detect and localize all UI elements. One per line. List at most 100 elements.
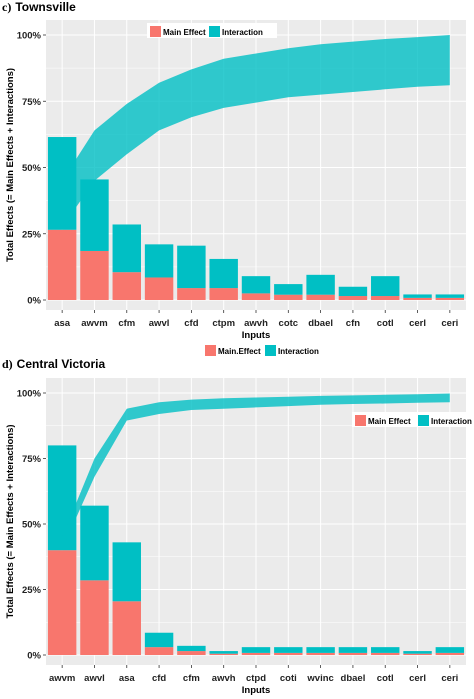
bar-interaction-awvh [241, 276, 271, 294]
bar-interaction-ceri [435, 294, 465, 298]
bar-main-effect-cerl [403, 297, 432, 300]
x-tick-label-awvh: awvh [244, 318, 268, 329]
bar-interaction-dbael [338, 647, 368, 653]
outer-legend-swatch [205, 345, 216, 356]
y-tick-label: 25% [22, 229, 42, 240]
bar-interaction-ceri [435, 647, 465, 653]
x-tick-label-cfm: cfm [183, 673, 200, 684]
x-tick-label-awvh: awvh [212, 673, 236, 684]
bar-main-effect-awvm [80, 250, 109, 300]
bar-interaction-cotc [274, 284, 303, 295]
panel-title-text: Townsville [15, 0, 76, 14]
bar-interaction-cfd [144, 632, 174, 648]
x-tick-label-cfd: cfd [152, 673, 166, 684]
x-tick-label-cotl: cotl [377, 673, 394, 684]
bar-main-effect-awvl [80, 580, 109, 655]
legend: Main Effect Interaction [147, 23, 277, 38]
cumulative-band [62, 35, 450, 228]
x-tick-label-ctpd: ctpd [246, 673, 266, 684]
bar-main-effect-dbael [338, 652, 368, 655]
chart-panel-d: d) Central Victoria Main.Effect Interaction… [2, 345, 474, 696]
bar-main-effect-wvinc [306, 652, 335, 655]
legend-swatch [150, 26, 161, 37]
bar-interaction-awvl [144, 244, 174, 278]
bar-interaction-coti [274, 647, 303, 653]
x-tick-label-dbael: dbael [308, 318, 333, 329]
bar-interaction-asa [112, 542, 141, 602]
bar-main-effect-cerl [403, 653, 432, 655]
panel-title: d) Central Victoria [2, 357, 105, 371]
legend-swatch [418, 415, 429, 426]
x-tick-label-ceri: ceri [441, 318, 458, 329]
legend: Main Effect Interaction [352, 412, 474, 427]
bar-main-effect-asa [47, 229, 77, 300]
bar-interaction-cotl [371, 276, 400, 297]
bar-interaction-cotl [371, 647, 400, 653]
chart-panel-c: c) Townsville Main Effect Interaction 0% 25% 5… [2, 0, 466, 341]
outer-legend-swatch [265, 345, 276, 356]
panel-title-text: Central Victoria [17, 357, 106, 371]
bar-main-effect-cfm [112, 272, 141, 300]
bar-interaction-cfm [177, 645, 206, 652]
legend-swatch [209, 26, 220, 37]
legend-swatch [355, 415, 366, 426]
outer-legend-label: Interaction [278, 347, 319, 356]
x-tick-label-cotl: cotl [377, 318, 394, 329]
bar-main-effect-asa [112, 601, 141, 655]
bar-interaction-cerl [403, 651, 432, 654]
x-axis-title: Inputs [242, 330, 271, 341]
bar-main-effect-cfd [144, 647, 174, 655]
y-tick-label: 25% [22, 585, 42, 596]
y-tick-label: 0% [27, 296, 41, 307]
x-tick-label-awvm: awvm [49, 673, 75, 684]
x-tick-label-coti: coti [280, 673, 297, 684]
y-tick-label: 75% [22, 97, 42, 108]
panel-title: c) Townsville [2, 0, 76, 14]
panel-letter: c) [2, 0, 11, 14]
x-tick-label-cerl: cerl [409, 673, 426, 684]
x-tick-label-asa: asa [54, 318, 71, 329]
bar-interaction-awvl [80, 505, 109, 581]
bar-main-effect-ceri [435, 652, 465, 655]
x-tick-label-ceri: ceri [441, 673, 458, 684]
x-axis-title: Inputs [242, 685, 271, 696]
y-tick-label: 50% [22, 520, 42, 531]
bar-main-effect-cotc [274, 294, 303, 300]
bar-main-effect-awvm [47, 550, 77, 655]
legend-label: Interaction [222, 28, 263, 37]
bar-interaction-wvinc [306, 647, 335, 653]
legend-label: Main Effect [163, 28, 206, 37]
y-axis-title: Total Effects (= Main Effects + Interact… [5, 68, 16, 262]
bar-main-effect-ceri [435, 297, 465, 300]
bar-main-effect-cotl [371, 296, 400, 300]
x-tick-label-asa: asa [119, 673, 136, 684]
bar-main-effect-coti [274, 652, 303, 655]
legend-label: Main Effect [368, 417, 411, 426]
bar-interaction-dbael [306, 274, 335, 295]
x-tick-label-dbael: dbael [341, 673, 366, 684]
bar-interaction-ctpm [209, 258, 238, 289]
legend-label: Interaction [431, 417, 472, 426]
bar-interaction-ctpd [241, 647, 271, 653]
y-tick-label: 50% [22, 163, 42, 174]
bar-main-effect-dbael [306, 294, 335, 300]
bar-main-effect-cfm [177, 651, 206, 655]
x-tick-label-wvinc: wvinc [306, 673, 333, 684]
bar-interaction-cfd [177, 245, 206, 289]
x-tick-label-cfm: cfm [118, 318, 135, 329]
panel-letter: d) [2, 357, 13, 371]
outer-legend-label: Main.Effect [218, 347, 261, 356]
bar-main-effect-cfn [338, 296, 368, 300]
x-tick-label-cfd: cfd [184, 318, 198, 329]
bar-main-effect-awvl [144, 277, 174, 300]
bar-interaction-cfn [338, 286, 368, 297]
outer-legend: Main.Effect Interaction [205, 345, 319, 356]
bar-main-effect-ctpm [209, 288, 238, 300]
x-tick-label-cfn: cfn [346, 318, 360, 329]
bar-interaction-awvh [209, 651, 238, 654]
x-tick-label-cotc: cotc [279, 318, 299, 329]
bar-main-effect-awvh [241, 293, 271, 300]
bar-interaction-cfm [112, 224, 141, 273]
y-axis-title: Total Effects (= Main Effects + Interact… [5, 424, 16, 618]
